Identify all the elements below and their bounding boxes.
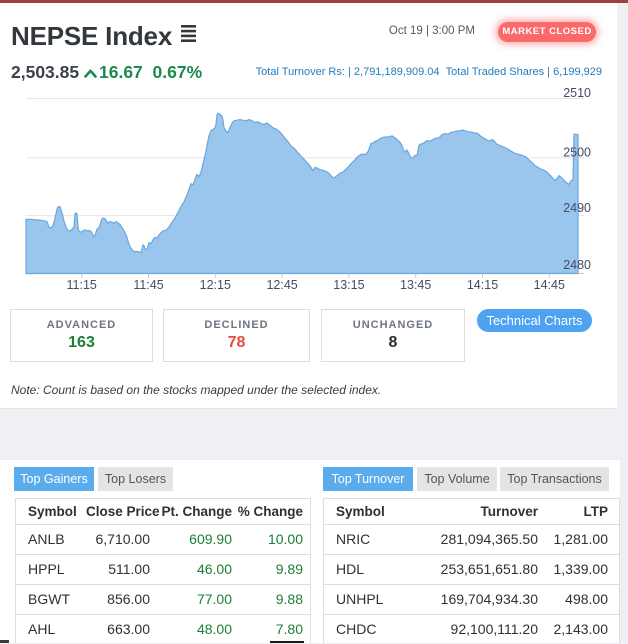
svg-text:11:15: 11:15 — [67, 278, 97, 292]
svg-text:12:15: 12:15 — [200, 278, 231, 292]
svg-text:13:45: 13:45 — [400, 278, 431, 292]
svg-text:2500: 2500 — [563, 146, 591, 160]
svg-text:2490: 2490 — [563, 201, 591, 215]
svg-text:14:15: 14:15 — [467, 278, 498, 292]
svg-text:2510: 2510 — [563, 86, 591, 100]
svg-text:2480: 2480 — [563, 258, 591, 272]
svg-text:13:15: 13:15 — [333, 278, 364, 292]
svg-text:11:45: 11:45 — [133, 278, 163, 292]
svg-text:12:45: 12:45 — [266, 278, 297, 292]
svg-text:14:45: 14:45 — [534, 278, 565, 292]
